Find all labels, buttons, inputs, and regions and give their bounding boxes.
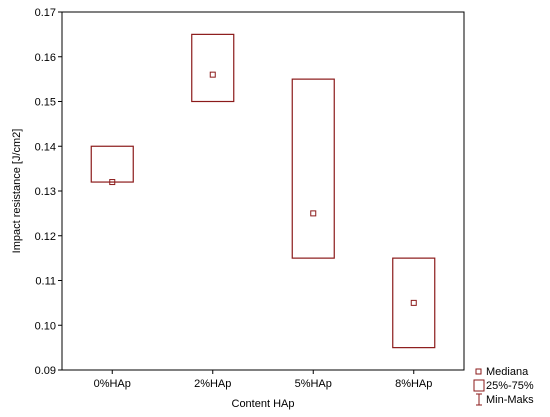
x-axis-title: Content HAp [232,398,295,410]
y-tick-label: 0.09 [35,365,56,377]
legend-median-label: Mediana [486,366,529,378]
y-tick-label: 0.15 [35,97,56,109]
legend-median-marker [475,368,482,375]
box-5%HAp [291,78,335,259]
median-marker-0%HAp [109,179,116,186]
median-marker-8%HAp [410,299,417,306]
median-marker-5%HAp [310,210,317,217]
y-tick-label: 0.17 [35,7,56,19]
y-tick-label: 0.10 [35,320,56,332]
boxes [90,33,436,349]
x-tick-label: 5%HAp [295,378,332,390]
legend-box-label: 25%-75% [486,380,534,392]
y-axis-title: Impact resistance [J/cm2] [11,129,23,254]
box-8%HAp [392,257,436,349]
y-axis-ticks: 0.09 0.10 0.11 0.12 0.13 0.14 0.15 0.16 0.17 [35,7,62,377]
box-2%HAp [191,33,235,103]
plot-area [61,11,465,371]
y-tick-label: 0.13 [35,186,56,198]
legend-whisker-label: Min-Maks [486,394,534,406]
x-tick-label: 2%HAp [194,378,231,390]
legend: Mediana 25%-75% Min-Maks [473,366,534,406]
median-marker-2%HAp [209,71,216,78]
legend-whisker-marker [476,393,482,406]
y-tick-label: 0.14 [35,141,56,153]
x-tick-label: 0%HAp [94,378,131,390]
legend-box-marker [473,379,485,392]
y-tick-label: 0.11 [35,276,56,288]
x-tick-label: 8%HAp [395,378,432,390]
y-tick-label: 0.16 [35,52,56,64]
y-tick-label: 0.12 [35,231,56,243]
x-axis-ticks: 0%HAp 2%HAp 5%HAp 8%HAp [94,370,432,390]
box-0%HAp [90,145,134,183]
